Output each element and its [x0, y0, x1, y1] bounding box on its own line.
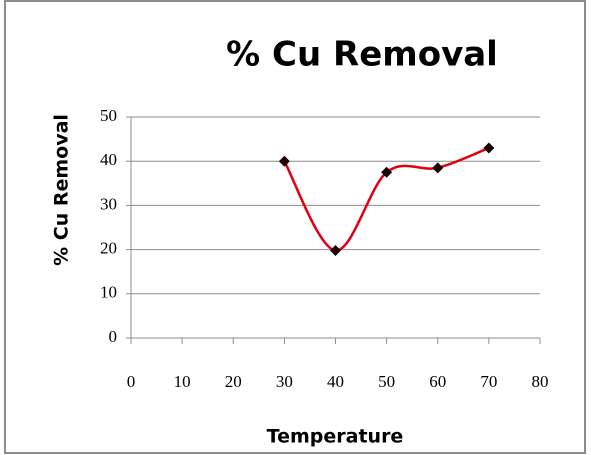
y-tick-label: 30	[100, 194, 117, 213]
y-tick-label: 10	[100, 283, 117, 302]
x-tick-label: 40	[327, 372, 344, 391]
y-tick-label: 50	[100, 106, 117, 125]
x-tick-label: 50	[378, 372, 395, 391]
x-tick-label: 20	[225, 372, 242, 391]
x-tick-label: 70	[480, 372, 497, 391]
chart-frame	[4, 0, 586, 454]
x-tick-label: 0	[127, 372, 136, 391]
y-tick-label: 40	[100, 150, 117, 169]
data-point	[432, 162, 444, 174]
chart-title: % Cu Removal	[226, 35, 498, 75]
y-tick-label: 20	[100, 239, 117, 258]
y-tick-label: 0	[109, 327, 118, 346]
y-axis-label: % Cu Removal	[51, 114, 73, 266]
data-point	[330, 244, 341, 256]
data-point	[483, 142, 495, 154]
x-axis-label: Temperature	[267, 426, 404, 448]
data-point	[381, 166, 393, 178]
x-tick-label: 10	[174, 372, 191, 391]
data-point	[278, 155, 290, 167]
data-line	[283, 146, 490, 252]
x-tick-label: 60	[429, 372, 446, 391]
x-tick-label: 80	[532, 372, 549, 391]
x-tick-label: 30	[276, 372, 293, 391]
